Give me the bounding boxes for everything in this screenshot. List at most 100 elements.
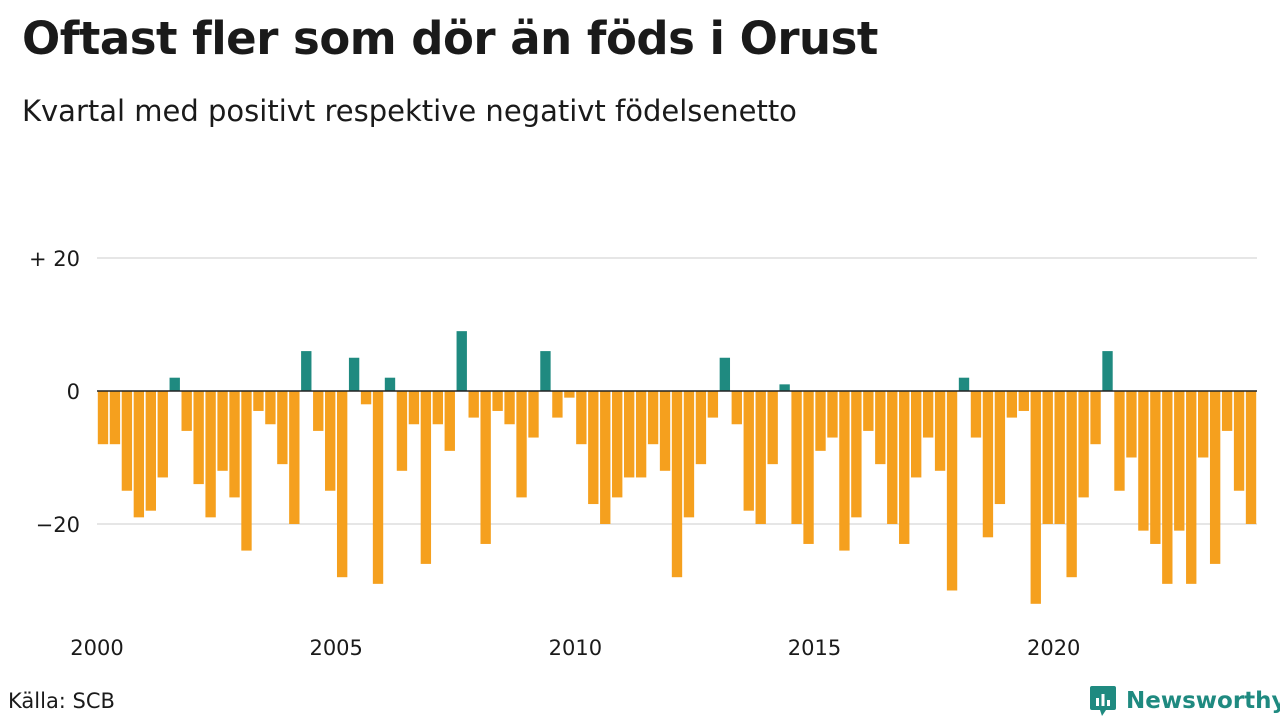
x-tick-label: 2020 — [1027, 636, 1080, 660]
bar — [372, 391, 384, 584]
bar — [779, 384, 790, 391]
bar — [301, 351, 312, 391]
bar — [109, 391, 121, 445]
bar — [600, 391, 611, 524]
bar — [647, 391, 659, 445]
bar — [1042, 391, 1053, 524]
bar — [552, 391, 563, 418]
bar — [205, 391, 216, 518]
bar — [420, 391, 432, 564]
bar — [1102, 351, 1113, 391]
chart-subtitle: Kvartal med positivt respektive negativt… — [22, 94, 797, 128]
bar — [791, 391, 802, 524]
bar — [97, 391, 109, 445]
bar — [1198, 391, 1209, 458]
bar — [253, 391, 264, 411]
bar — [623, 391, 635, 478]
bar — [576, 391, 587, 445]
bar — [982, 391, 994, 538]
bar — [875, 391, 886, 465]
bar — [863, 391, 874, 431]
bar — [958, 377, 970, 391]
bar — [588, 391, 599, 505]
bar — [241, 391, 252, 551]
bar — [946, 391, 958, 591]
bar — [1114, 391, 1125, 491]
bar — [911, 391, 922, 478]
bar — [313, 391, 324, 431]
bar — [1126, 391, 1137, 458]
bar — [432, 391, 444, 425]
bar — [851, 391, 862, 518]
bar — [755, 391, 766, 524]
x-tick-label: 2015 — [788, 636, 841, 660]
bar — [839, 391, 850, 551]
bar — [384, 377, 396, 391]
x-tick-label: 2000 — [70, 636, 123, 660]
bar — [994, 391, 1006, 505]
bar — [803, 391, 814, 544]
bar — [564, 391, 575, 398]
bar — [683, 391, 695, 518]
bar — [133, 391, 145, 518]
bar — [145, 391, 156, 511]
bar — [1078, 391, 1089, 498]
bar — [719, 357, 731, 391]
bar — [516, 391, 527, 498]
bar — [1174, 391, 1185, 531]
y-tick-label: 0 — [67, 380, 80, 404]
bar — [408, 391, 420, 425]
bar — [1138, 391, 1149, 531]
bar — [265, 391, 276, 425]
x-tick-label: 2005 — [309, 636, 362, 660]
bar — [827, 391, 838, 438]
bar — [360, 391, 372, 405]
bar — [659, 391, 671, 471]
bar — [970, 391, 982, 438]
bar — [444, 391, 455, 451]
bar — [193, 391, 204, 485]
bar — [325, 391, 336, 491]
bar — [635, 391, 647, 478]
bar — [289, 391, 300, 524]
bar — [336, 391, 348, 578]
bar — [540, 351, 551, 391]
bar — [1090, 391, 1101, 445]
bar — [468, 391, 479, 418]
bar-layer — [97, 331, 1257, 604]
x-tick-label: 2010 — [549, 636, 602, 660]
bar — [1066, 391, 1077, 578]
y-tick-label: + 20 — [29, 247, 80, 271]
bar — [1221, 391, 1233, 431]
bar — [217, 391, 228, 471]
bar — [1030, 391, 1041, 604]
bar — [612, 391, 623, 498]
bar — [767, 391, 778, 465]
bar — [157, 391, 168, 478]
bar — [480, 391, 491, 544]
bar — [277, 391, 288, 465]
bar — [922, 391, 934, 438]
bar — [1018, 391, 1029, 411]
bar — [887, 391, 898, 524]
bar — [504, 391, 515, 425]
bar — [1054, 391, 1065, 524]
bar — [1150, 391, 1161, 544]
chart-title: Oftast fler som dör än föds i Orust — [22, 12, 878, 65]
bar — [169, 377, 180, 391]
bar — [229, 391, 240, 498]
bar — [731, 391, 742, 425]
bar — [934, 391, 946, 471]
bar — [1233, 391, 1245, 491]
bar — [707, 391, 719, 418]
bar — [899, 391, 910, 544]
brand-logo: Newsworthy — [1088, 684, 1280, 718]
bar — [492, 391, 503, 411]
y-tick-label: −20 — [36, 513, 80, 537]
newsworthy-logo-icon — [1090, 686, 1116, 716]
bar — [456, 331, 467, 391]
bar — [1186, 391, 1197, 584]
bar — [396, 391, 408, 471]
bar-chart: + 20 0 −20 2000 2005 2010 2015 2020 — [29, 247, 1257, 660]
bar — [181, 391, 192, 431]
